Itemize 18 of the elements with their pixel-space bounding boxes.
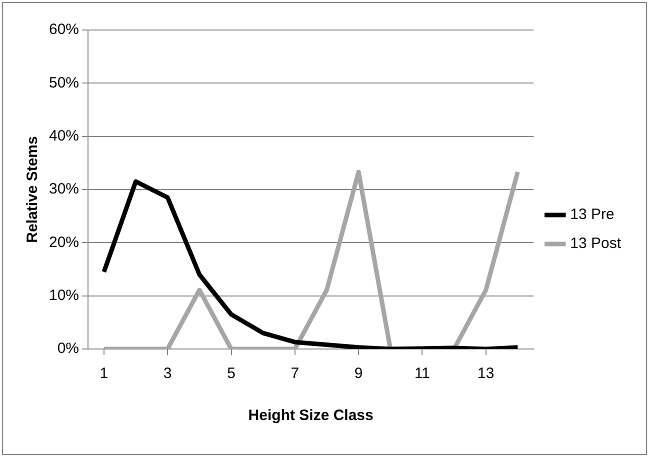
x-tick-label: 13 — [478, 365, 494, 382]
x-tick-label: 11 — [414, 365, 430, 382]
y-tick-label: 60% — [48, 21, 80, 38]
legend-label: 13 Pre — [570, 206, 614, 224]
x-tick-label: 7 — [290, 365, 300, 382]
legend-label: 13 Post — [570, 235, 622, 252]
y-axis-title: Relative Stems — [24, 136, 42, 243]
y-tick-label: 30% — [48, 180, 80, 198]
y-tick-label: 40% — [48, 127, 80, 144]
y-tick-label: 20% — [48, 234, 80, 251]
x-tick-label: 5 — [227, 365, 236, 382]
x-tick-label: 3 — [163, 365, 172, 382]
y-tick-label: 0% — [57, 340, 80, 358]
x-axis-title: Height Size Class — [248, 407, 374, 424]
y-tick-label: 10% — [48, 286, 80, 304]
y-tick-label: 50% — [48, 74, 80, 92]
x-tick-label: 1 — [100, 365, 108, 382]
x-tick-label: 9 — [354, 365, 363, 382]
